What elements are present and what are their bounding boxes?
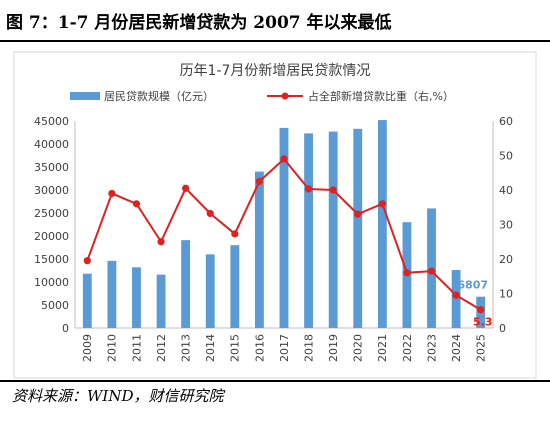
right-tick-label: 10 — [499, 288, 513, 301]
ratio-point — [280, 155, 288, 163]
x-tick-label: 2025 — [475, 334, 488, 362]
bar — [279, 127, 289, 329]
ratio-point — [329, 186, 337, 194]
legend-bar-label: 居民贷款规模（亿元） — [104, 89, 214, 103]
left-tick-label: 5000 — [41, 299, 69, 312]
legend-line-marker — [281, 92, 289, 100]
x-tick-label: 2013 — [179, 334, 192, 362]
left-tick-label: 0 — [62, 322, 69, 335]
ratio-point — [477, 306, 485, 314]
x-tick-label: 2010 — [106, 334, 119, 362]
ratio-point — [403, 269, 411, 277]
bar — [304, 133, 314, 328]
bar — [328, 131, 338, 328]
bar — [107, 260, 117, 328]
ratio-point — [255, 177, 264, 185]
x-tick-label: 2020 — [352, 334, 365, 362]
ratio-point — [231, 230, 239, 238]
left-tick-label: 45000 — [34, 115, 69, 128]
bar — [181, 240, 191, 328]
bar — [132, 267, 141, 328]
ratio-point — [304, 185, 313, 193]
right-tick-label: 60 — [499, 115, 513, 128]
ratio-point — [83, 257, 91, 265]
ratio-point — [206, 209, 214, 218]
ratio-point — [108, 189, 116, 198]
right-tick-label: 20 — [499, 253, 513, 266]
x-tick-label: 2019 — [327, 334, 340, 362]
legend-line-label: 占全部新增贷款比重（右,%） — [308, 89, 454, 103]
bar — [156, 274, 166, 328]
bar — [230, 245, 240, 328]
x-tick-label: 2012 — [155, 334, 168, 362]
top-rule — [0, 40, 550, 42]
ratio-point — [132, 200, 141, 208]
legend: 居民贷款规模（亿元） 占全部新增贷款比重（右,%） — [70, 89, 454, 103]
right-tick-label: 0 — [499, 322, 506, 335]
chart: 历年1-7月份新增居民贷款情况 居民贷款规模（亿元） 占全部新增贷款比重（右,%… — [13, 51, 537, 379]
bottom-rule — [0, 380, 550, 382]
left-tick-label: 25000 — [34, 207, 69, 220]
left-tick-label: 40000 — [34, 138, 69, 151]
bar — [353, 128, 363, 328]
bar — [451, 270, 461, 328]
bar — [205, 254, 215, 328]
left-tick-label: 20000 — [34, 230, 69, 243]
ratio-point — [452, 291, 460, 299]
bar — [82, 273, 92, 328]
left-tick-label: 15000 — [34, 253, 69, 266]
ratio-point — [427, 267, 436, 275]
x-tick-label: 2023 — [425, 334, 438, 362]
ratio-point — [182, 184, 190, 192]
left-tick-label: 35000 — [34, 161, 69, 174]
ratio-point — [354, 210, 362, 218]
x-tick-label: 2016 — [253, 334, 266, 362]
x-tick-label: 2022 — [401, 334, 414, 362]
line-data-label: 5.3 — [473, 316, 493, 329]
left-tick-label: 10000 — [34, 276, 69, 289]
x-tick-label: 2009 — [81, 334, 94, 362]
right-tick-label: 40 — [499, 184, 513, 197]
bar — [254, 171, 264, 328]
legend-bar-swatch — [70, 92, 100, 100]
x-tick-label: 2015 — [229, 334, 242, 362]
chart-title: 历年1-7月份新增居民贷款情况 — [180, 63, 371, 79]
figure-title: 图 7：1-7 月份居民新增贷款为 2007 年以来最低 — [6, 13, 392, 33]
x-tick-label: 2017 — [278, 334, 291, 362]
x-tick-label: 2024 — [450, 334, 463, 362]
ratio-point — [157, 238, 165, 246]
chart-frame — [13, 51, 537, 379]
bar — [377, 120, 387, 328]
plot-area: 0 5000 10000 15000 20000 25000 30000 35000 40000… — [34, 115, 513, 362]
x-tick-label: 2011 — [130, 334, 143, 362]
x-tick-label: 2014 — [204, 334, 217, 362]
x-tick-label: 2021 — [376, 334, 389, 362]
source-note: 资料来源：WIND，财信研究院 — [12, 387, 224, 405]
ratio-point — [378, 200, 386, 208]
bar-data-label: 6807 — [457, 279, 488, 292]
right-tick-label: 50 — [499, 150, 513, 163]
right-tick-label: 30 — [499, 219, 513, 232]
left-tick-label: 30000 — [34, 184, 69, 197]
x-tick-label: 2018 — [302, 334, 315, 362]
